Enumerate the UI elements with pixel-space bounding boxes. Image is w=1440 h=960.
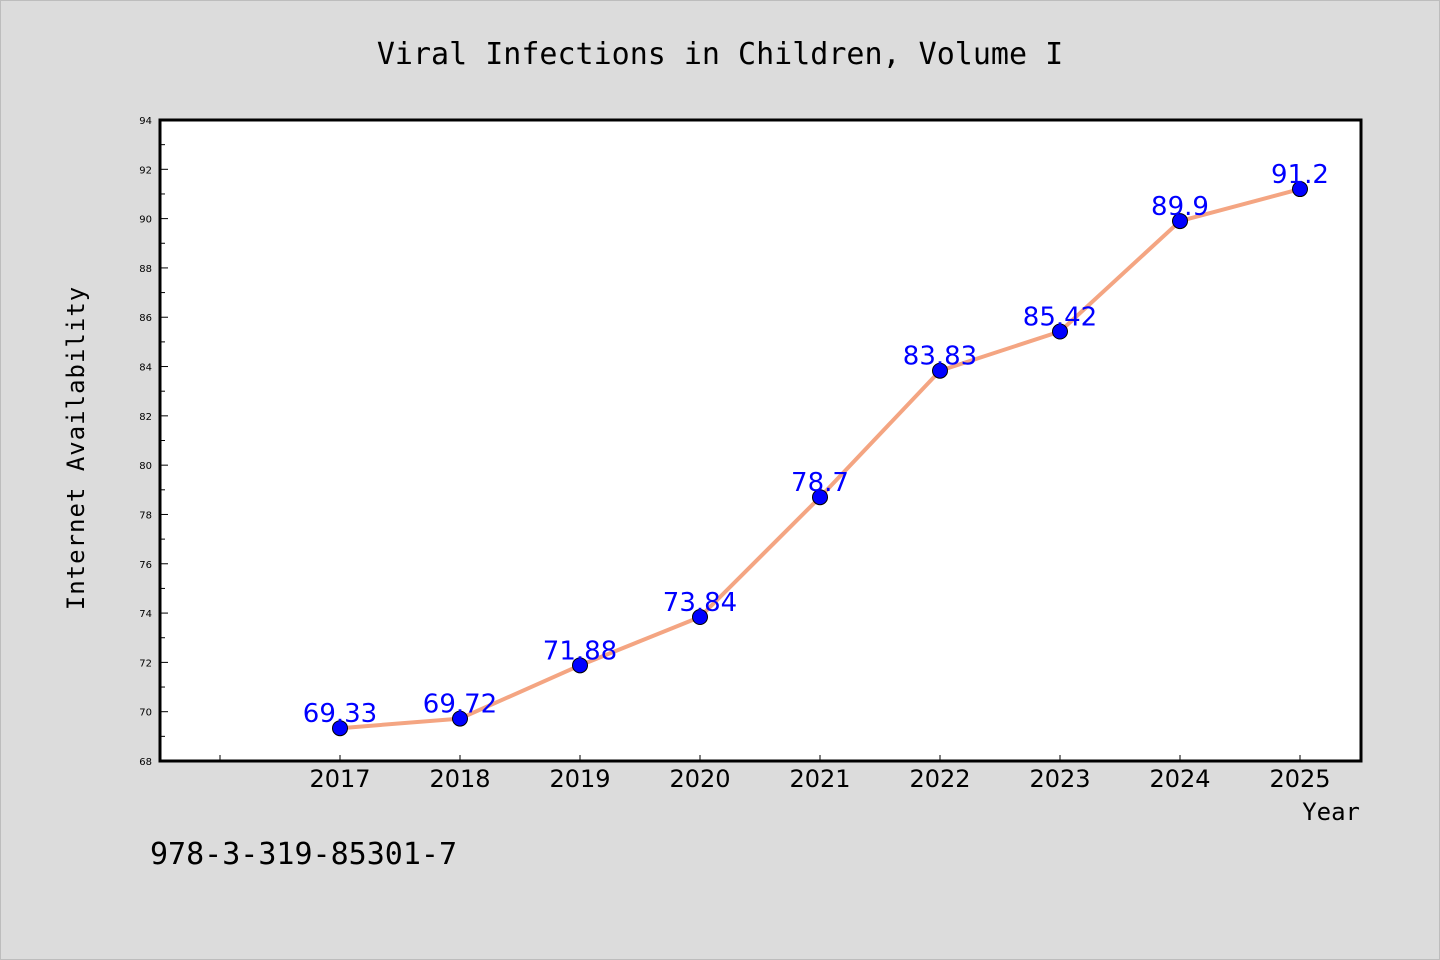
y-tick-label: 86 [139,313,152,324]
y-axis-label: Internet Availability [62,286,90,610]
y-tick-label: 70 [139,708,152,719]
y-tick-label: 90 [139,215,152,226]
y-tick-label: 80 [139,461,152,472]
data-point [1052,323,1068,340]
data-point [692,609,708,626]
chart-title: Viral Infections in Children, Volume I [377,37,1063,72]
x-tick-label: 2023 [1029,765,1090,793]
isbn-text: 978-3-319-85301-7 [150,837,457,872]
y-tick-label: 74 [139,609,152,620]
data-label: 73.84 [663,588,737,618]
data-point [1172,213,1188,230]
data-label: 69.33 [303,699,377,729]
data-point [332,720,348,737]
data-point [932,362,948,379]
x-tick-label: 2018 [429,765,490,793]
y-tick-label: 94 [139,116,152,127]
x-tick-label: 2025 [1269,765,1330,793]
y-tick-label: 84 [139,363,152,374]
x-tick-label: 2019 [549,765,610,793]
data-label: 78.7 [791,468,849,498]
data-point [812,489,828,506]
x-tick-label: 2024 [1149,765,1210,793]
data-label: 69.72 [423,690,497,720]
data-label: 85.42 [1023,303,1097,333]
y-tick-label: 76 [139,560,152,571]
data-point [1292,181,1308,198]
x-axis-label: Year [1302,798,1360,826]
x-axis: 2017 2018 2019 2020 2021 2022 2023 2024 2025 [219,755,1331,793]
y-tick-label: 88 [139,264,152,275]
series-layer: 69.33 69.72 71.88 73.84 78.7 83.83 85.42 89.9 91… [303,160,1329,737]
x-tick-label: 2020 [669,765,730,793]
data-point [452,710,468,727]
data-label: 91.2 [1271,160,1329,190]
y-tick-label: 68 [139,757,152,768]
x-tick-label: 2022 [909,765,970,793]
x-tick-label: 2017 [309,765,370,793]
y-tick-label: 78 [139,510,152,521]
plot-frame [158,118,1363,763]
data-label: 83.83 [903,342,977,372]
plot-area [160,120,1361,761]
data-label: 71.88 [543,636,617,666]
y-tick-label: 82 [139,412,152,423]
y-tick-label: 72 [139,658,152,669]
data-label: 89.9 [1151,192,1209,222]
x-tick-label: 2021 [789,765,850,793]
y-tick-label: 92 [139,165,152,176]
data-point [572,657,588,674]
